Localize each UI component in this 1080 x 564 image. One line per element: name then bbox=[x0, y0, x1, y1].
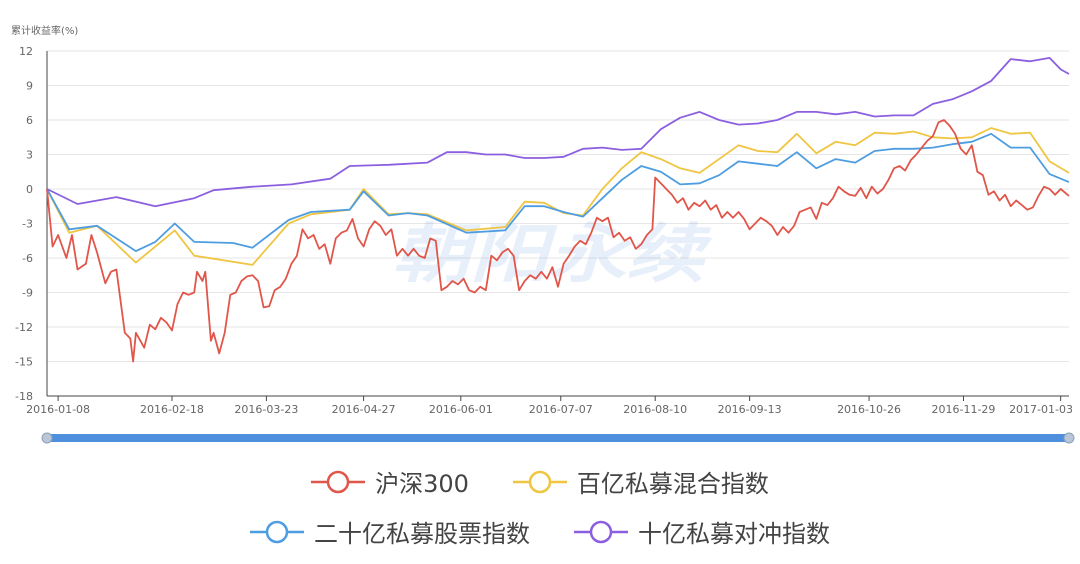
x-tick-label: 2016-08-10 bbox=[623, 403, 687, 416]
y-axis-label: 累计收益率(%) bbox=[11, 24, 78, 37]
x-tick-label: 2016-01-08 bbox=[26, 403, 90, 416]
y-tick-label: -3 bbox=[22, 218, 33, 231]
x-tick-label: 2017-01-03 bbox=[1009, 403, 1073, 416]
x-tick-label: 2016-07-07 bbox=[529, 403, 593, 416]
legend-label: 沪深300 bbox=[375, 470, 469, 498]
series-line-hs300 bbox=[46, 119, 1070, 363]
y-tick-label: -9 bbox=[22, 287, 33, 300]
y-tick-label: 6 bbox=[26, 114, 33, 127]
slider-track[interactable] bbox=[47, 434, 1069, 442]
legend-item-hedge[interactable]: 十亿私募对冲指数 bbox=[574, 514, 830, 549]
legend-row-2: 二十亿私募股票指数 十亿私募对冲指数 bbox=[0, 514, 1080, 549]
line-chart: 累计收益率(%) 12 9 6 3 0 -3 -6 -9 -12 -15 -18 2016-01-0… bbox=[11, 24, 1075, 444]
legend-marker-icon bbox=[250, 520, 304, 543]
legend-marker-icon bbox=[311, 470, 366, 493]
legend-label: 十亿私募对冲指数 bbox=[638, 520, 830, 548]
gridlines bbox=[46, 50, 1069, 397]
x-tick-label: 2016-06-01 bbox=[429, 403, 493, 416]
y-tick-label: 12 bbox=[19, 45, 33, 58]
x-tick-label: 2016-02-18 bbox=[140, 403, 204, 416]
legend-label: 二十亿私募股票指数 bbox=[314, 520, 530, 548]
y-tick-label: -15 bbox=[15, 356, 33, 369]
legend-item-stock[interactable]: 二十亿私募股票指数 bbox=[250, 514, 530, 549]
x-tick-label: 2016-10-26 bbox=[837, 403, 901, 416]
y-tick-label: -18 bbox=[15, 390, 33, 403]
series-line-hedge bbox=[46, 57, 1070, 208]
y-tick-label: 3 bbox=[26, 149, 33, 162]
y-tick-label: -12 bbox=[15, 321, 33, 334]
slider-handle-left[interactable] bbox=[41, 432, 53, 444]
x-tick-label: 2016-03-23 bbox=[234, 403, 298, 416]
x-tick-label: 2016-11-29 bbox=[931, 403, 995, 416]
legend-label: 百亿私募混合指数 bbox=[576, 470, 769, 498]
watermark: 朝阳永续 bbox=[392, 218, 713, 292]
y-tick-label: 0 bbox=[26, 183, 33, 196]
legend-item-mixed[interactable]: 百亿私募混合指数 bbox=[512, 464, 769, 499]
series-line-stock bbox=[46, 132, 1070, 253]
legend-row-1: 沪深300 百亿私募混合指数 bbox=[0, 464, 1080, 499]
zoom-slider[interactable] bbox=[41, 432, 1075, 444]
x-tick-label: 2016-04-27 bbox=[332, 403, 396, 416]
x-axis-ticks: 2016-01-08 2016-02-18 2016-03-23 2016-04-27… bbox=[26, 396, 1073, 416]
legend-marker-icon bbox=[512, 470, 567, 493]
y-axis-ticks: 12 9 6 3 0 -3 -6 -9 -12 -15 -18 bbox=[15, 45, 33, 403]
y-tick-label: -6 bbox=[22, 252, 33, 265]
legend-marker-icon bbox=[574, 520, 628, 543]
legend-item-hs300[interactable]: 沪深300 bbox=[311, 464, 469, 499]
y-tick-label: 9 bbox=[26, 80, 33, 93]
slider-handle-right[interactable] bbox=[1063, 432, 1075, 444]
x-tick-label: 2016-09-13 bbox=[718, 403, 782, 416]
series-line-mixed bbox=[46, 127, 1070, 266]
series-lines bbox=[46, 57, 1070, 363]
